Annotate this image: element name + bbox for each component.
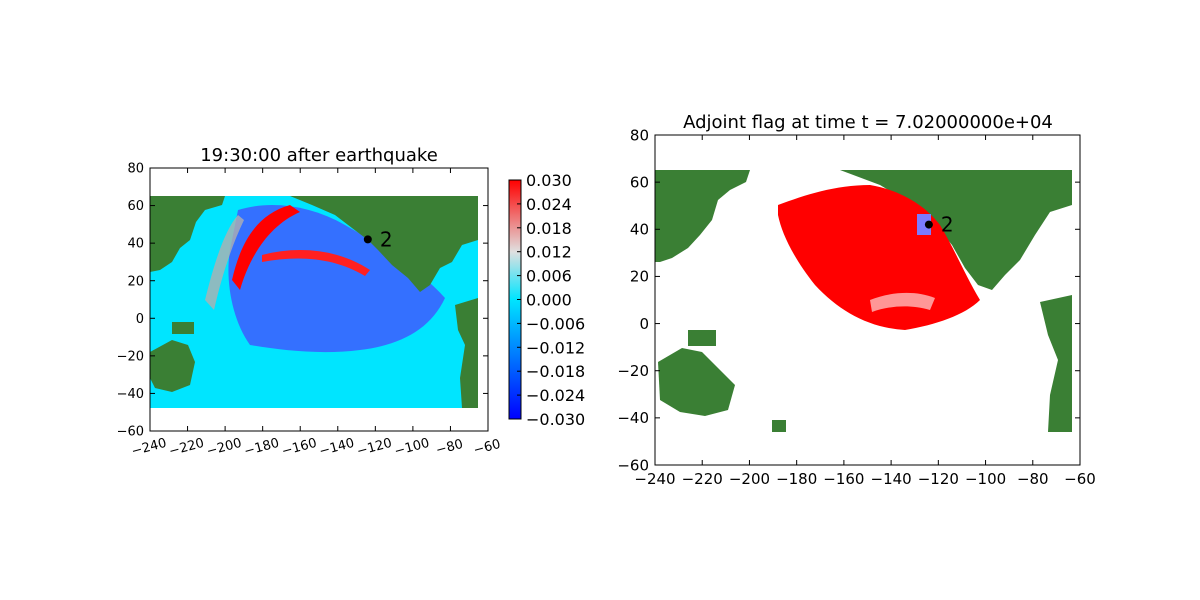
- y-tick-label: 20: [630, 268, 649, 286]
- right-source-box: [917, 214, 931, 235]
- y-tick-label: 0: [136, 312, 144, 327]
- colorbar-tick-labels: 0.030 0.024 0.018 0.012 0.006 0.000 −0.006 −0.0…: [517, 171, 585, 429]
- y-tick-label: 80: [127, 162, 144, 177]
- left-wave-red-streak: [232, 205, 300, 290]
- x-tick-label: −100: [965, 470, 1006, 488]
- right-land-islands-2: [772, 420, 786, 432]
- left-land-australia: [150, 340, 195, 392]
- x-tick-label: −140: [871, 470, 912, 488]
- right-land-islands-1: [688, 330, 716, 346]
- x-tick-label: −60: [472, 437, 502, 459]
- gauge-point: [363, 235, 372, 244]
- right-land-australia: [658, 348, 735, 416]
- left-wave-field: [228, 205, 445, 353]
- colorbar-tick-label: 0.024: [526, 195, 572, 214]
- right-land-south-america: [1040, 295, 1072, 432]
- y-tick-label: 40: [630, 221, 649, 239]
- right-land-asia: [655, 170, 750, 262]
- right-axes-frame: [654, 134, 1081, 466]
- gauge-label: 2: [380, 227, 393, 251]
- left-wave-gray-band: [205, 215, 244, 310]
- right-x-tick-labels: −240 −220 −200 −180 −160 −140 −120 −100 −80 −60: [634, 135, 1096, 488]
- x-tick-label: −180: [776, 470, 817, 488]
- colorbar-tick-label: 0.000: [526, 291, 572, 310]
- y-tick-label: 60: [127, 199, 144, 214]
- left-title: 19:30:00 after earthquake: [200, 145, 438, 166]
- colorbar-tick-label: −0.006: [526, 314, 585, 333]
- right-panel: Adjoint flag at time t = 7.02000000e+04 …: [617, 112, 1095, 488]
- colorbar-tick-label: −0.024: [526, 386, 585, 405]
- x-tick-label: −60: [1064, 470, 1096, 488]
- x-tick-label: −200: [729, 470, 770, 488]
- x-tick-label: −80: [434, 437, 464, 459]
- x-tick-label: −200: [205, 436, 243, 460]
- right-land-north-america: [840, 170, 1072, 290]
- left-land-south-america: [455, 298, 478, 408]
- gauge-point: [924, 220, 933, 229]
- left-land-asia: [150, 196, 225, 272]
- right-gauge-marker: 2: [924, 213, 954, 237]
- colorbar-tick-label: 0.006: [526, 267, 572, 286]
- left-y-tick-labels: 80 60 40 20 0 −20 −40 −60: [117, 162, 488, 440]
- x-tick-label: −220: [682, 470, 723, 488]
- colorbar-tick-label: −0.012: [526, 338, 585, 357]
- left-gauge-marker: 2: [363, 227, 393, 251]
- right-title: Adjoint flag at time t = 7.02000000e+04: [683, 112, 1053, 133]
- x-tick-label: −240: [634, 470, 675, 488]
- y-tick-label: −40: [617, 409, 649, 427]
- gauge-label: 2: [941, 213, 954, 237]
- y-tick-label: 80: [630, 126, 649, 144]
- left-land-north-america: [290, 196, 478, 292]
- y-tick-label: −40: [117, 387, 144, 402]
- colorbar-tick-label: 0.030: [526, 171, 572, 190]
- y-tick-label: 40: [127, 237, 144, 252]
- y-tick-label: −60: [617, 456, 649, 474]
- y-tick-label: 60: [630, 173, 649, 191]
- x-tick-label: −100: [393, 436, 431, 460]
- left-land-islands: [172, 322, 194, 334]
- left-wave-red-streak-2: [262, 250, 370, 276]
- x-tick-label: −80: [1017, 470, 1049, 488]
- y-tick-label: −20: [617, 362, 649, 380]
- colorbar-tick-label: −0.030: [526, 410, 585, 429]
- x-tick-label: −120: [355, 436, 393, 460]
- colorbar-tick-label: −0.018: [526, 362, 585, 381]
- x-tick-label: −220: [167, 436, 205, 460]
- left-panel: 19:30:00 after earthquake −240 −220 −200 −1…: [117, 145, 586, 459]
- right-y-tick-labels: 80 60 40 20 0 −20 −40 −60: [617, 126, 1080, 474]
- colorbar-tick-label: 0.018: [526, 219, 572, 238]
- colorbar-tick-label: 0.012: [526, 243, 572, 262]
- x-tick-label: −160: [823, 470, 864, 488]
- right-adjoint-flag-speckle: [870, 292, 935, 312]
- x-tick-label: −120: [918, 470, 959, 488]
- y-tick-label: 20: [127, 274, 144, 289]
- x-tick-label: −140: [318, 436, 356, 460]
- x-tick-label: −180: [243, 436, 281, 460]
- x-tick-label: −160: [280, 436, 318, 460]
- y-tick-label: −20: [117, 349, 144, 364]
- y-tick-label: −60: [117, 425, 144, 440]
- y-tick-label: 0: [639, 315, 649, 333]
- left-axes-frame: [149, 167, 489, 432]
